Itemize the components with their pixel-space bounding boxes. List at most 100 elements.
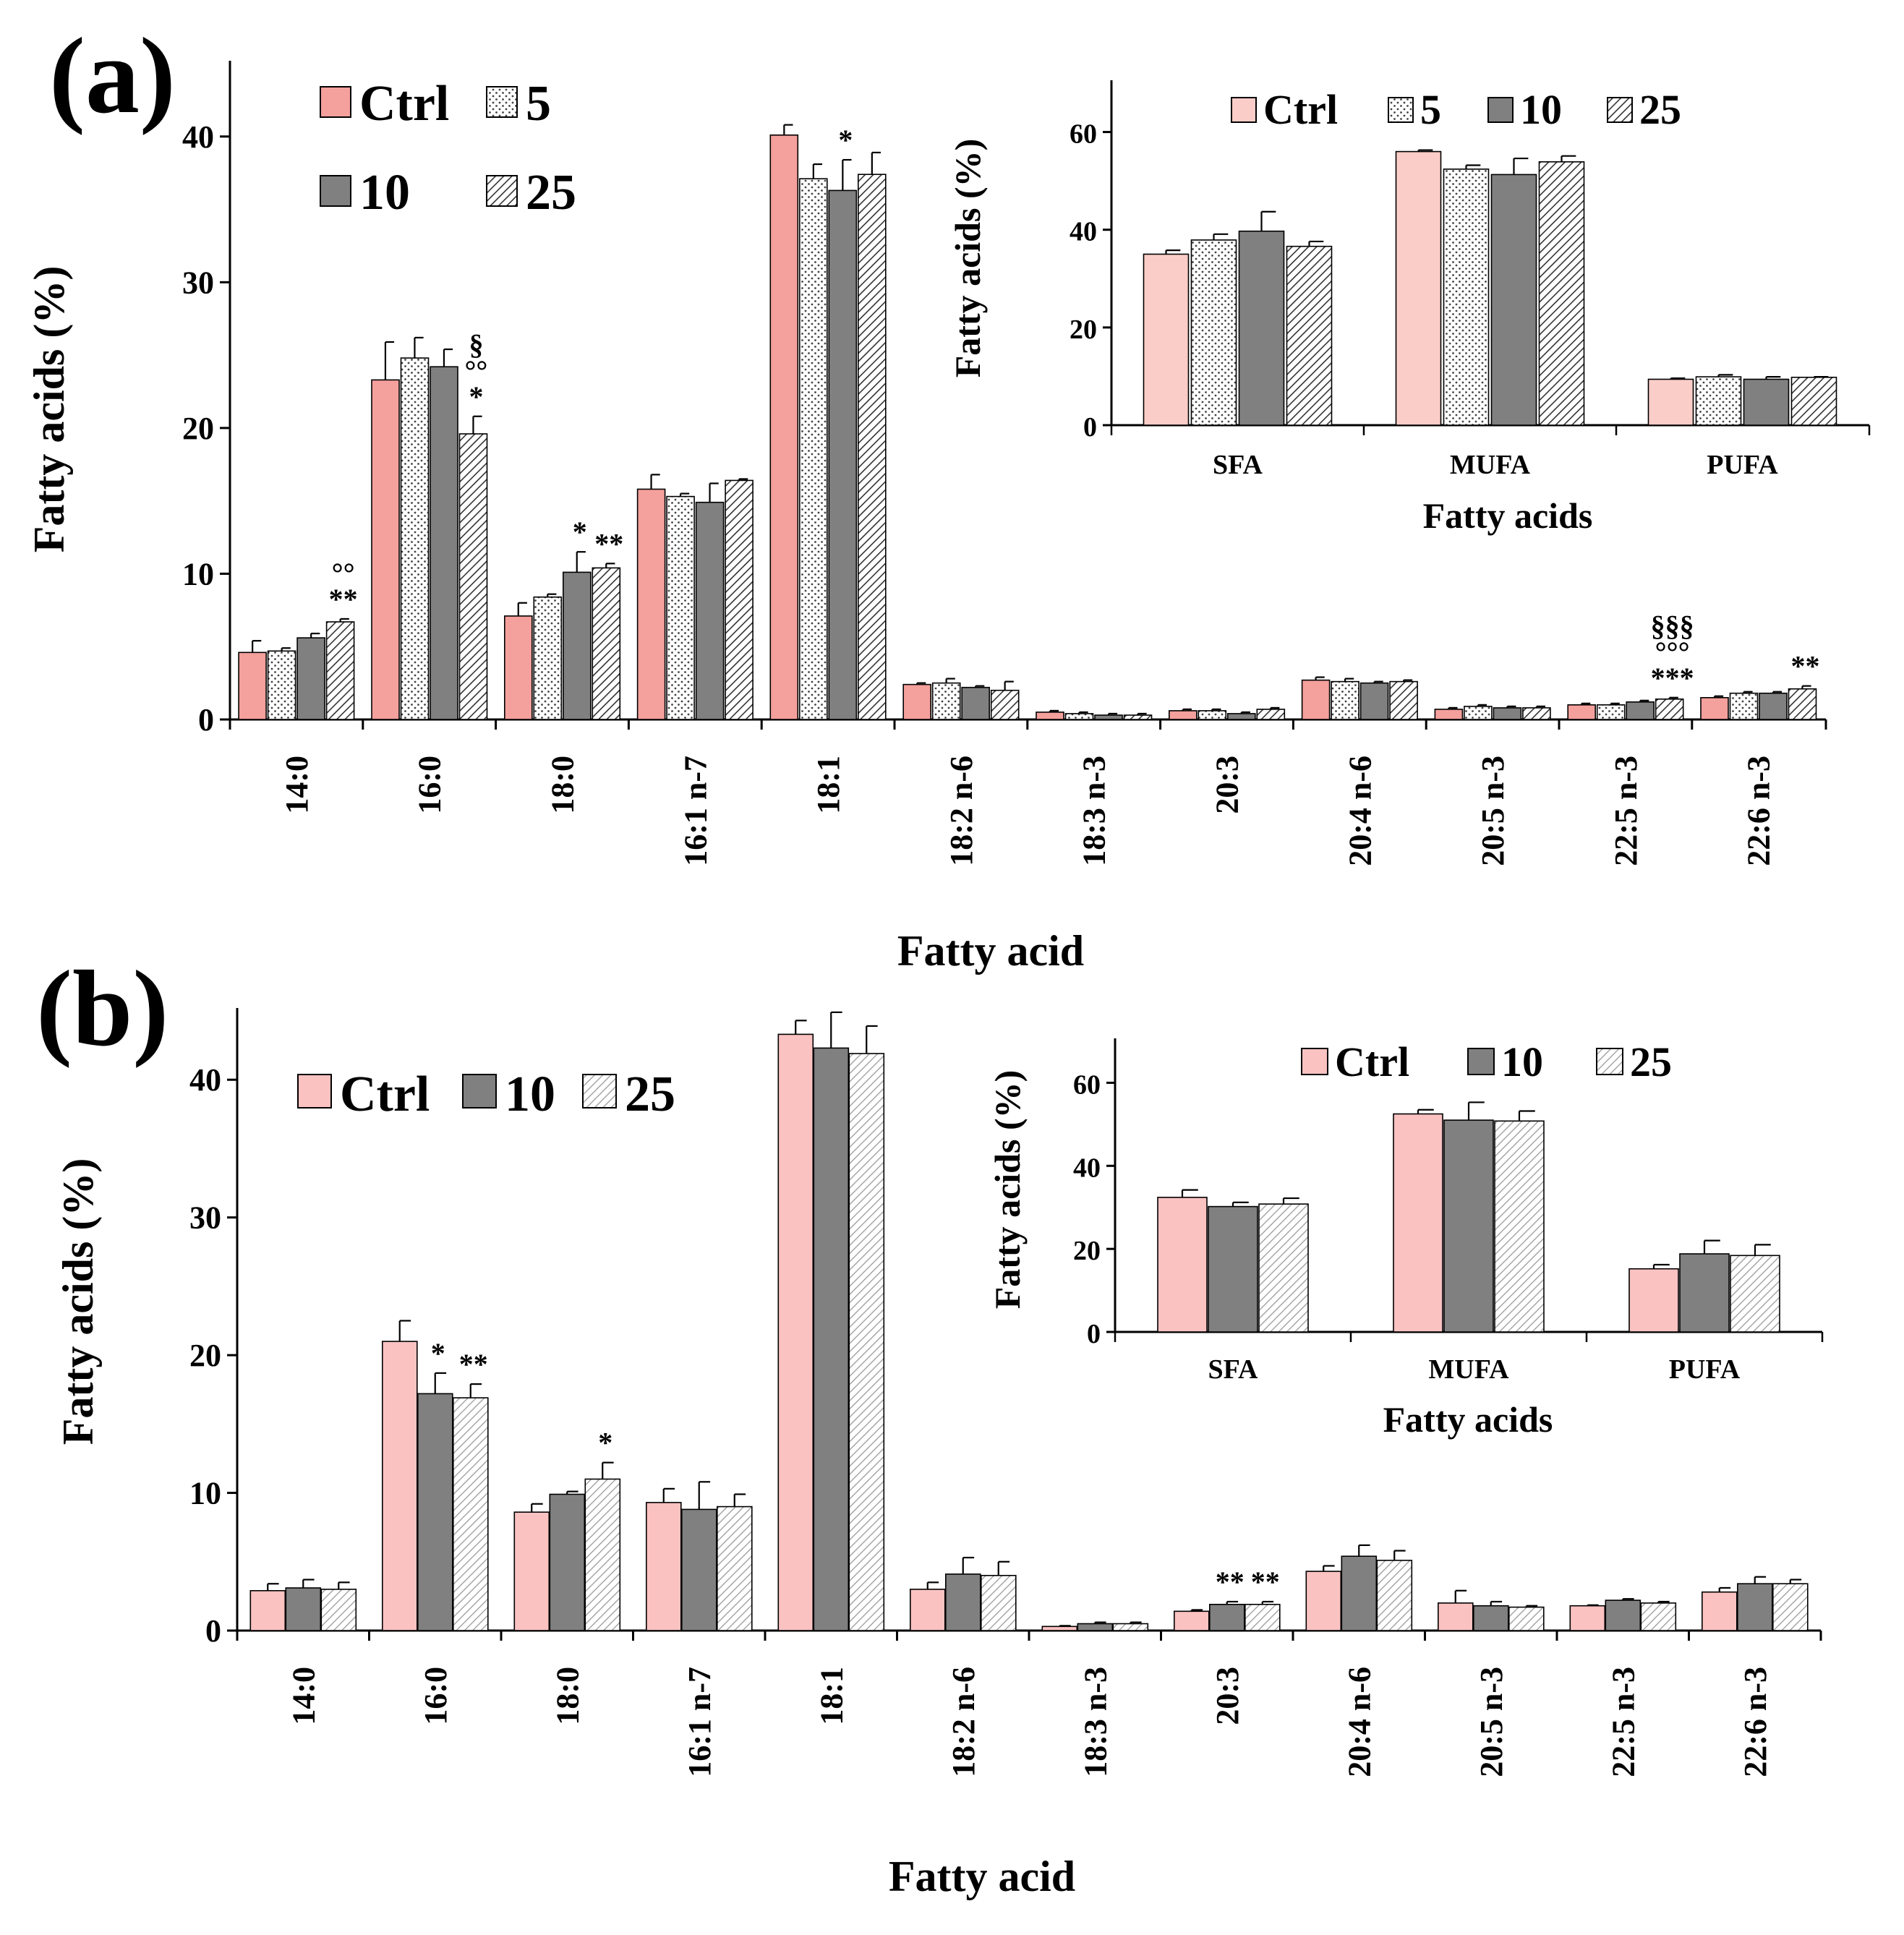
panel-b-inset-x-axis-title: Fatty acids [1383,1399,1553,1440]
panel-b-inset-bar-25-2 [1730,1255,1780,1333]
panel-a-category-label-6: 18:3 n-3 [1077,756,1112,866]
panel-a-bar-5-8 [1331,680,1359,720]
panel-a-bar-Ctrl-5 [902,683,931,720]
panel-b-bar-Ctrl-10 [1569,1605,1606,1631]
panel-a-category-label-1: 16:0 [412,756,448,814]
panel-b-inset-bar-25-0 [1258,1203,1309,1333]
panel-b-bar-25-7 [1245,1604,1281,1631]
panel-b-inset: 0 20 40 60 SFA MUFA PUFA Fatty acids (%) Fatty a… [987,1038,1824,1440]
panel-b-bar-Ctrl-6 [1041,1626,1078,1631]
panel-a-inset-legend-label-5: 5 [1420,86,1441,133]
panel-a-category-label-0: 14:0 [279,756,315,814]
panel-a-x-axis-title: Fatty acid [897,927,1084,975]
panel-b-bar-25-5 [981,1575,1017,1631]
panel-a-category-label-4: 18:1 [811,756,846,814]
panel-a-category-label-10: 22:5 n-3 [1608,756,1644,866]
panel-b-bar-25-6 [1112,1623,1149,1631]
panel-b-bar-25-2 [584,1478,621,1631]
panel-b-bar-25-0 [320,1589,357,1631]
panel-b-bar-25-1 [452,1397,489,1631]
panel-a-bar-25-6 [1123,714,1153,720]
panel-b-bar-10-3 [680,1508,717,1631]
panel-b-ytick-label-2: 20 [189,1338,221,1373]
panel-a-annotation-1-2: * [469,380,483,413]
panel-b-x-axis-title: Fatty acid [889,1853,1075,1900]
panel-a-ytick-label-3: 30 [182,265,214,300]
panel-a-inset-category-label-0: SFA [1213,450,1263,480]
panel-a-bar-Ctrl-10 [1567,704,1596,720]
panel-a-legend-swatch-25 [486,175,518,207]
panel-a-bar-10-3 [695,501,725,720]
panel-a-inset-bar-25-0 [1286,245,1333,426]
panel-b-bar-25-4 [848,1053,885,1631]
panel-a-bar-10-9 [1493,707,1522,720]
panel-a-legend-label-25: 25 [526,165,576,221]
panel-a-annotation-4-0: * [838,124,853,156]
panel-b-bar-Ctrl-3 [645,1502,682,1631]
panel-b-bar-25-10 [1640,1602,1677,1631]
panel-a-inset: 0 20 40 60 SFA MUFA PUFA Fatty acids (%) Fatty a… [947,80,1871,536]
panel-b-bar-25-11 [1772,1583,1809,1631]
panel-b-inset-bar-10-2 [1679,1253,1730,1333]
panel-b-category-label-11: 22:6 n-3 [1738,1667,1773,1777]
panel-a-bar-Ctrl-8 [1301,679,1331,720]
panel-b-category-label-2: 18:0 [550,1667,585,1725]
panel-a-category-label-7: 20:3 [1210,756,1245,814]
panel-a-bar-10-4 [828,189,858,720]
panel-b-category-label-9: 20:5 n-3 [1474,1667,1509,1777]
panel-b-category-label-6: 18:3 n-3 [1077,1667,1113,1777]
panel-a-bar-10-11 [1759,692,1788,720]
panel-a-bar-25-10 [1655,698,1684,720]
panel-b-category-label-7: 20:3 [1210,1667,1245,1725]
panel-b-inset-category-label-1: MUFA [1428,1354,1509,1385]
panel-b-bar-Ctrl-5 [910,1589,946,1631]
panel-b-category-label-3: 16:1 n-7 [682,1667,717,1777]
panel-a-bar-10-6 [1094,714,1123,720]
panel-a-bar-5-6 [1064,713,1094,720]
panel-a-legend-label-Ctrl: Ctrl [359,76,449,132]
panel-b-inset-legend-label-25: 25 [1630,1038,1672,1085]
panel-a-annotation-1-1: °° [464,354,487,387]
panel-a-bar-Ctrl-11 [1700,696,1729,720]
panel-a-annotation-1-0: § [469,328,483,361]
panel-a-inset-bar-5-1 [1443,168,1490,426]
panel-b-inset-ytick-label-3: 60 [1073,1069,1101,1100]
panel-b-annotation-4-0: ** [1251,1565,1280,1598]
panel-a-inset-category-label-1: MUFA [1450,450,1531,480]
panel-a-inset-ytick-label-1: 20 [1070,315,1097,345]
panel-b-category-label-8: 20:4 n-6 [1341,1667,1377,1777]
panel-a-bar-Ctrl-7 [1169,710,1198,720]
panel-b: (b) 0 10 20 30 40 14:0 16:0 18:0 16:1 n-7 18:1 18:2… [36,949,1824,1900]
panel-b-inset-ytick-label-1: 20 [1073,1236,1101,1266]
panel-a-inset-legend-swatch-25 [1607,97,1633,123]
panel-a-inset-ytick-label-2: 40 [1070,217,1097,247]
panel-b-legend-swatch-25 [582,1074,617,1109]
panel-a-bar-25-8 [1389,680,1418,720]
panel-b-bar-10-7 [1209,1604,1245,1631]
panel-a-inset-bar-25-1 [1538,161,1585,426]
panel-a-bar-25-2 [592,567,621,720]
panel-a-bar-25-4 [858,174,887,720]
panel-b-bar-Ctrl-8 [1305,1571,1342,1631]
panel-a-legend-swatch-10 [320,175,351,207]
panel-a-inset-x-axis-title: Fatty acids [1423,495,1593,536]
panel-a-bar-Ctrl-3 [636,488,666,720]
panel-b-inset-ytick-label-2: 40 [1073,1153,1101,1183]
panel-a-bar-25-7 [1256,709,1286,720]
panel-a-bar-10-7 [1227,713,1256,720]
panel-b-inset-bar-10-1 [1443,1119,1494,1333]
panel-a-inset-bar-10-2 [1743,378,1790,426]
panel-b-inset-bar-10-0 [1208,1205,1258,1333]
panel-a-inset-bar-10-0 [1238,230,1285,426]
panel-b-bar-25-9 [1508,1606,1545,1631]
panel-a-y-axis-title: Fatty acids (%) [25,266,73,553]
panel-a-bar-10-8 [1359,682,1389,720]
panel-a-legend-label-5: 5 [526,76,551,132]
panel-b-category-label-0: 14:0 [286,1667,321,1725]
panel-b-bar-Ctrl-9 [1438,1602,1474,1631]
panel-a-bar-5-3 [666,495,695,720]
panel-a-inset-y-axis-title: Fatty acids (%) [947,139,988,378]
panel-a-ytick-label-2: 20 [182,411,214,446]
panel-a-bar-Ctrl-4 [769,134,799,720]
